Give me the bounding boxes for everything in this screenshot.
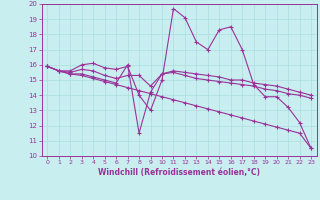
X-axis label: Windchill (Refroidissement éolien,°C): Windchill (Refroidissement éolien,°C) [98, 168, 260, 177]
